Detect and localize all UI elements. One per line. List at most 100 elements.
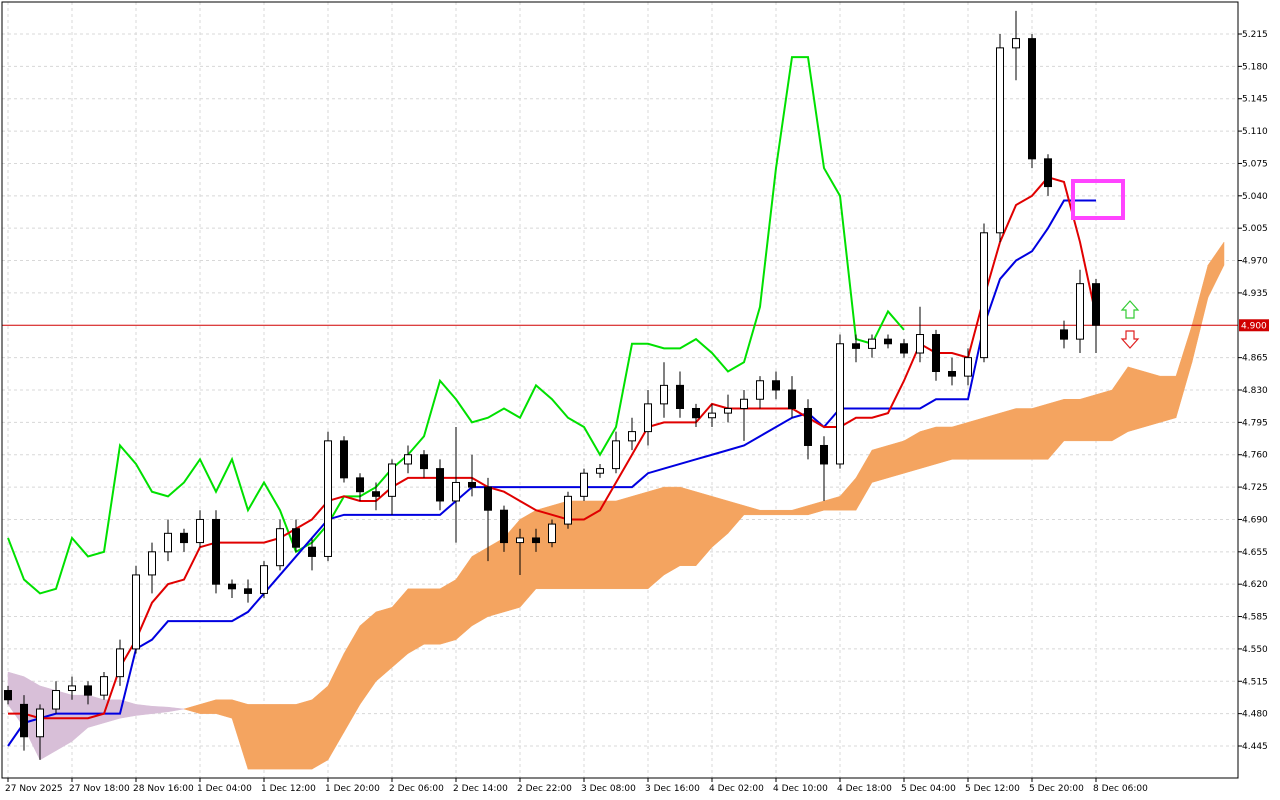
candle-body bbox=[564, 495, 572, 525]
candle-body bbox=[1028, 38, 1036, 160]
candle-body bbox=[628, 431, 636, 442]
candle-body bbox=[596, 468, 604, 474]
x-tick-label: 5 Dec 12:00 bbox=[965, 784, 1020, 794]
cloud-segment bbox=[279, 704, 297, 770]
x-tick-label: 5 Dec 20:00 bbox=[1029, 784, 1084, 794]
x-tick-label: 2 Dec 06:00 bbox=[389, 784, 444, 794]
x-tick-label: 1 Dec 20:00 bbox=[325, 784, 380, 794]
candle-body bbox=[740, 398, 748, 409]
candle-body bbox=[372, 491, 380, 497]
candle-body bbox=[1076, 283, 1084, 340]
y-tick-label: 4.935 bbox=[1242, 289, 1268, 299]
cloud-segment bbox=[1095, 389, 1113, 442]
candle-body bbox=[4, 690, 12, 701]
y-tick-label: 4.620 bbox=[1242, 580, 1268, 590]
cloud-segment bbox=[999, 408, 1017, 460]
x-tick-label: 5 Dec 04:00 bbox=[901, 784, 956, 794]
price-label: 4.900 bbox=[1241, 321, 1267, 331]
y-tick-label: 4.655 bbox=[1242, 548, 1268, 558]
candle-body bbox=[708, 412, 716, 419]
x-tick-label: 3 Dec 16:00 bbox=[645, 784, 700, 794]
candle-body bbox=[340, 440, 348, 479]
candle-body bbox=[548, 523, 556, 544]
cloud-segment bbox=[295, 699, 313, 770]
x-tick-label: 27 Nov 18:00 bbox=[69, 784, 130, 794]
candle-body bbox=[308, 546, 316, 557]
buy-arrow bbox=[1120, 300, 1140, 319]
y-tick-label: 5.075 bbox=[1242, 159, 1268, 169]
y-tick-label: 4.725 bbox=[1242, 483, 1268, 493]
cloud-segment bbox=[983, 412, 1001, 460]
y-tick-label: 4.760 bbox=[1242, 451, 1268, 461]
candle-body bbox=[612, 440, 620, 470]
candle-body bbox=[388, 463, 396, 497]
x-tick-label: 4 Dec 02:00 bbox=[709, 784, 764, 794]
x-tick-label: 2 Dec 14:00 bbox=[453, 784, 508, 794]
y-tick-label: 4.970 bbox=[1242, 257, 1268, 267]
candle-body bbox=[676, 384, 684, 409]
candle-body bbox=[916, 334, 924, 354]
candle-body bbox=[228, 583, 236, 590]
cloud-segment bbox=[535, 505, 553, 590]
y-tick-label: 4.690 bbox=[1242, 515, 1268, 525]
cloud-segment bbox=[871, 445, 889, 483]
candle-body bbox=[1060, 329, 1068, 340]
candle-body bbox=[804, 407, 812, 446]
candle-body bbox=[276, 528, 284, 567]
candle-body bbox=[148, 551, 156, 576]
candle-body bbox=[820, 444, 828, 465]
cloud-segment bbox=[1207, 241, 1225, 298]
candle-body bbox=[484, 486, 492, 511]
cloud-segment bbox=[1015, 408, 1033, 460]
y-tick-label: 5.215 bbox=[1242, 30, 1268, 40]
cloud-segment bbox=[423, 588, 441, 645]
cloud-segment bbox=[1127, 366, 1145, 432]
cloud-segment bbox=[647, 486, 665, 590]
candle-body bbox=[468, 481, 476, 488]
candle-body bbox=[948, 371, 956, 377]
y-tick-label: 5.110 bbox=[1242, 127, 1268, 137]
y-tick-label: 5.180 bbox=[1242, 62, 1268, 72]
highlight-box bbox=[1071, 179, 1125, 220]
sell-arrow bbox=[1120, 330, 1140, 349]
cloud-segment bbox=[1031, 403, 1049, 460]
cloud-segment bbox=[1063, 398, 1081, 442]
candle-body bbox=[980, 232, 988, 359]
candle-body bbox=[132, 574, 140, 650]
indicator-line bbox=[8, 176, 1097, 720]
candle-body bbox=[212, 518, 220, 585]
candle-body bbox=[580, 472, 588, 497]
candle-body bbox=[516, 537, 524, 544]
cloud-segment bbox=[967, 417, 985, 460]
cloud-segment bbox=[887, 440, 905, 479]
x-tick-label: 1 Dec 12:00 bbox=[261, 784, 316, 794]
candle-body bbox=[756, 380, 764, 400]
candle-body bbox=[180, 532, 188, 544]
candle-body bbox=[436, 468, 444, 502]
y-tick-label: 4.795 bbox=[1242, 418, 1268, 428]
candle-body bbox=[868, 338, 876, 349]
candle-body bbox=[964, 357, 972, 377]
y-tick-label: 4.830 bbox=[1242, 386, 1268, 396]
candle-body bbox=[116, 648, 124, 678]
x-tick-label: 4 Dec 10:00 bbox=[773, 784, 828, 794]
candle-body bbox=[644, 403, 652, 433]
indicator-line bbox=[7, 199, 1096, 747]
x-tick-label: 2 Dec 22:00 bbox=[517, 784, 572, 794]
candle-body bbox=[164, 532, 172, 553]
candle-body bbox=[260, 565, 268, 594]
cloud-segment bbox=[759, 509, 777, 516]
candle-body bbox=[932, 334, 940, 373]
y-tick-label: 4.515 bbox=[1242, 677, 1268, 687]
y-tick-label: 5.040 bbox=[1242, 192, 1268, 202]
candle-body bbox=[36, 708, 44, 738]
candle-body bbox=[1012, 38, 1020, 49]
candle-body bbox=[724, 407, 732, 414]
candle-body bbox=[100, 676, 108, 696]
x-tick-label: 8 Dec 06:00 bbox=[1093, 784, 1148, 794]
x-tick-label: 27 Nov 2025 bbox=[5, 784, 63, 794]
x-tick-label: 1 Dec 04:00 bbox=[197, 784, 252, 794]
candle-body bbox=[500, 509, 508, 544]
cloud-segment bbox=[471, 546, 489, 627]
candle-body bbox=[244, 588, 252, 594]
